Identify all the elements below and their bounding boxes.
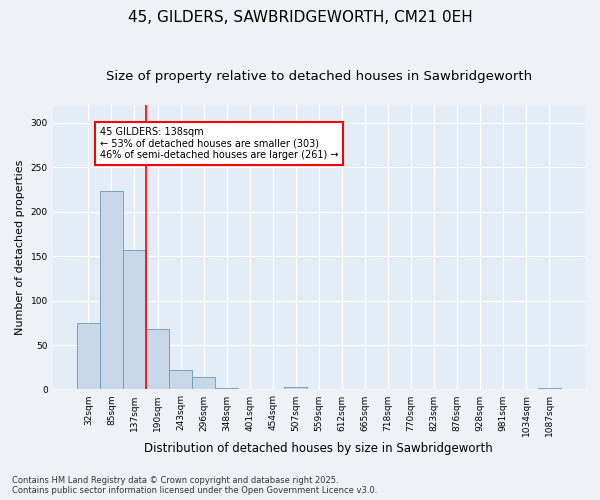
Bar (538, 388, 561, 390)
Bar (192, 377, 215, 390)
Bar (169, 370, 192, 390)
Text: Contains HM Land Registry data © Crown copyright and database right 2025.
Contai: Contains HM Land Registry data © Crown c… (12, 476, 377, 495)
Bar (215, 388, 238, 390)
Bar (77, 323, 100, 390)
Title: Size of property relative to detached houses in Sawbridgeworth: Size of property relative to detached ho… (106, 70, 532, 83)
Bar (100, 191, 123, 390)
Y-axis label: Number of detached properties: Number of detached properties (15, 160, 25, 335)
Text: 45, GILDERS, SAWBRIDGEWORTH, CM21 0EH: 45, GILDERS, SAWBRIDGEWORTH, CM21 0EH (128, 10, 472, 25)
Bar (284, 387, 307, 390)
Bar (146, 329, 169, 390)
Bar (123, 250, 146, 390)
Text: 45 GILDERS: 138sqm
← 53% of detached houses are smaller (303)
46% of semi-detach: 45 GILDERS: 138sqm ← 53% of detached hou… (100, 127, 338, 160)
X-axis label: Distribution of detached houses by size in Sawbridgeworth: Distribution of detached houses by size … (145, 442, 493, 455)
